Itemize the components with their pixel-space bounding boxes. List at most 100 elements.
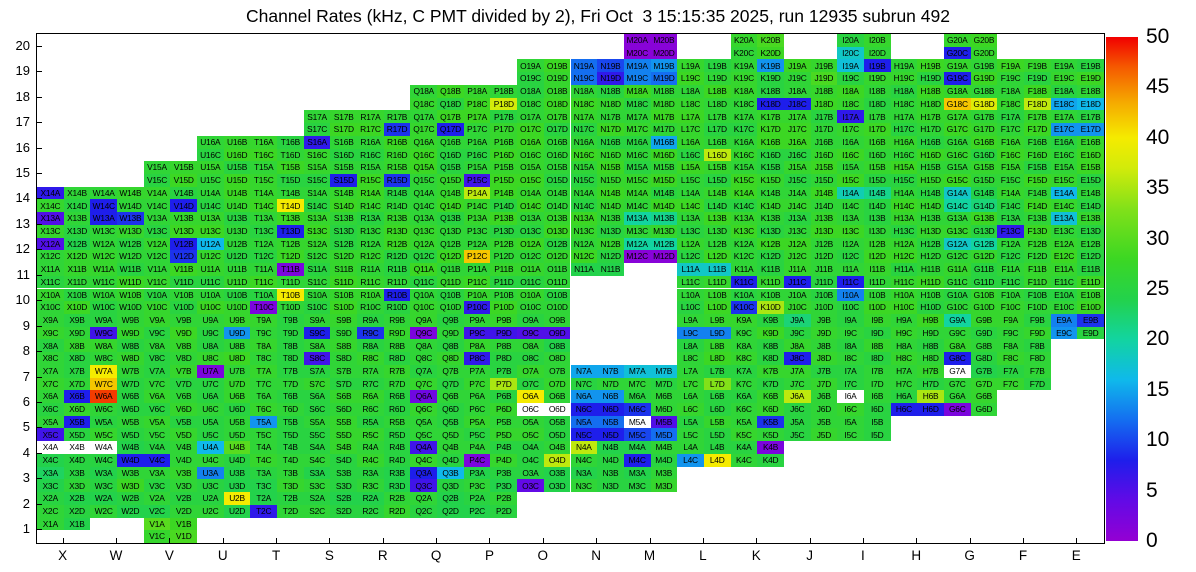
cell-x8d: X8D bbox=[63, 352, 91, 365]
cell-w3b: W3B bbox=[117, 466, 144, 480]
cell-k16d: K16D bbox=[757, 148, 784, 162]
x-axis-tick bbox=[862, 538, 864, 543]
cell-r12a: R12A bbox=[357, 237, 384, 251]
cell-o8c: O8C bbox=[517, 352, 544, 365]
cell-n13b: N13B bbox=[597, 212, 624, 225]
cell-r13b: R13B bbox=[383, 212, 411, 225]
cell-g16c: G16C bbox=[943, 148, 971, 162]
cell-m16b: M16B bbox=[650, 135, 678, 149]
cell-x10a: X10A bbox=[37, 288, 64, 302]
cell-r7c: R7C bbox=[357, 377, 384, 391]
cell-o13a: O13A bbox=[517, 212, 544, 225]
cell-k8d: K8D bbox=[757, 352, 784, 365]
cell-l6c: L6C bbox=[677, 403, 704, 416]
cell-q10b: Q10B bbox=[437, 288, 464, 302]
cell-m20b: M20B bbox=[650, 34, 678, 47]
cell-u14c: U14C bbox=[197, 199, 224, 213]
cell-h11c: H11C bbox=[890, 275, 918, 289]
cell-j17a: J17A bbox=[783, 110, 811, 124]
cell-l9c: L9C bbox=[677, 326, 704, 340]
cell-w12c: W12C bbox=[90, 250, 118, 264]
cell-i20a: I20A bbox=[837, 34, 864, 47]
cell-p7d: P7D bbox=[490, 377, 518, 391]
cell-s13d: S13D bbox=[330, 224, 358, 238]
cell-u10a: U10A bbox=[197, 288, 224, 302]
x-axis-tick bbox=[116, 538, 118, 543]
cell-p4d: P4D bbox=[490, 453, 518, 467]
cell-k20a: K20A bbox=[730, 34, 758, 47]
cell-q12d: Q12D bbox=[437, 250, 464, 264]
cell-r15d: R15D bbox=[383, 173, 411, 187]
cell-l11d: L11D bbox=[703, 275, 731, 289]
cell-h17c: H17C bbox=[890, 123, 918, 136]
cell-p2d: P2D bbox=[490, 504, 518, 518]
cell-g19c: G19C bbox=[943, 72, 971, 85]
cell-r3a: R3A bbox=[357, 466, 384, 480]
cell-u3b: U3B bbox=[223, 466, 251, 480]
cell-u10b: U10B bbox=[223, 288, 251, 302]
cell-l6b: L6B bbox=[703, 390, 731, 404]
cell-n19a: N19A bbox=[570, 59, 598, 73]
cell-s17a: S17A bbox=[303, 110, 331, 124]
y-axis-tick bbox=[37, 351, 42, 353]
cell-q11b: Q11B bbox=[437, 263, 464, 276]
cell-v8a: V8A bbox=[143, 339, 171, 353]
cell-o17c: O17C bbox=[517, 123, 544, 136]
cell-h17d: H17D bbox=[917, 123, 944, 136]
cell-h19d: H19D bbox=[917, 72, 944, 85]
x-axis-tick bbox=[222, 538, 224, 543]
cell-r17d: R17D bbox=[383, 123, 411, 136]
cell-k13a: K13A bbox=[730, 212, 758, 225]
cell-h8b: H8B bbox=[917, 339, 944, 353]
cell-q16a: Q16A bbox=[410, 135, 438, 149]
cell-e14c: E14C bbox=[1050, 199, 1078, 213]
x-axis-tick bbox=[702, 538, 704, 543]
cell-p4c: P4C bbox=[463, 453, 491, 467]
cell-u9d: U9D bbox=[223, 326, 251, 340]
cell-h6d: H6D bbox=[917, 403, 944, 416]
cell-v4d: V4D bbox=[170, 453, 198, 467]
cell-u6a: U6A bbox=[197, 390, 224, 404]
cell-n16c: N16C bbox=[570, 148, 598, 162]
cell-k7b: K7B bbox=[757, 364, 784, 378]
cell-t12a: T12A bbox=[250, 237, 278, 251]
cell-l9b: L9B bbox=[703, 313, 731, 327]
cell-i5b: I5B bbox=[863, 415, 891, 429]
cell-l11b: L11B bbox=[703, 263, 731, 276]
cell-k4d: K4D bbox=[757, 453, 784, 467]
cell-q12c: Q12C bbox=[410, 250, 438, 264]
cell-r13a: R13A bbox=[357, 212, 384, 225]
cell-n19d: N19D bbox=[597, 72, 624, 85]
cell-p2b: P2B bbox=[490, 492, 518, 505]
cell-p17b: P17B bbox=[490, 110, 518, 124]
cell-i15c: I15C bbox=[837, 173, 864, 187]
cell-n4a: N4A bbox=[570, 441, 598, 454]
cell-l14c: L14C bbox=[677, 199, 704, 213]
y-axis-tick bbox=[37, 249, 42, 251]
cell-x7d: X7D bbox=[63, 377, 91, 391]
cell-k20b: K20B bbox=[757, 34, 784, 47]
cell-n3b: N3B bbox=[597, 466, 624, 480]
cell-m15a: M15A bbox=[623, 161, 651, 174]
cell-u5a: U5A bbox=[197, 415, 224, 429]
cell-q13b: Q13B bbox=[437, 212, 464, 225]
cell-o5c: O5C bbox=[517, 428, 544, 442]
cell-i8c: I8C bbox=[837, 352, 864, 365]
cell-w6d: W6D bbox=[117, 403, 144, 416]
cell-r12d: R12D bbox=[383, 250, 411, 264]
cell-u16b: U16B bbox=[223, 135, 251, 149]
cell-v10d: V10D bbox=[170, 301, 198, 314]
cell-k9c: K9C bbox=[730, 326, 758, 340]
cell-e13b: E13B bbox=[1077, 212, 1104, 225]
cell-u4d: U4D bbox=[223, 453, 251, 467]
cell-r2a: R2A bbox=[357, 492, 384, 505]
cell-q18c: Q18C bbox=[410, 97, 438, 111]
cell-h17b: H17B bbox=[917, 110, 944, 124]
cell-i13d: I13D bbox=[863, 224, 891, 238]
cell-x13b: X13B bbox=[63, 212, 91, 225]
cell-t13a: T13A bbox=[250, 212, 278, 225]
cell-j10c: J10C bbox=[783, 301, 811, 314]
cell-g7c: G7C bbox=[943, 377, 971, 391]
cell-i17a: I17A bbox=[837, 110, 864, 124]
cell-i12a: I12A bbox=[837, 237, 864, 251]
